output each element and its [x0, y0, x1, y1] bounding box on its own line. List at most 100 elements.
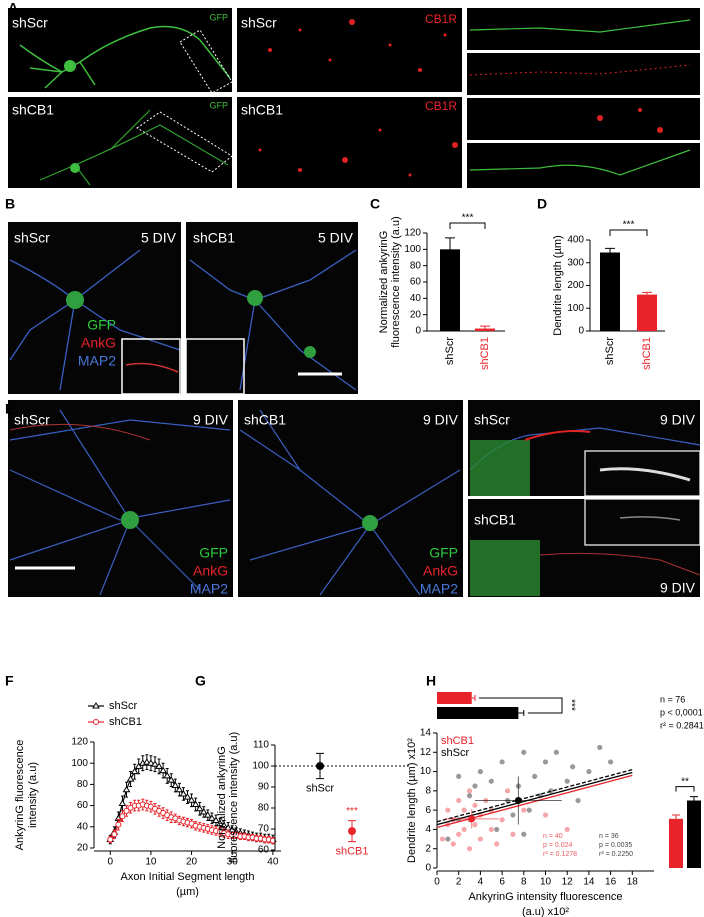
micrograph — [8, 400, 233, 597]
axon — [469, 19, 691, 33]
x-axis-label: AnkyrinG intensity fluorescence — [468, 891, 622, 903]
y-tick-label: 60 — [77, 800, 89, 811]
category-label: shScr — [306, 783, 334, 795]
image-label: shScr — [474, 412, 510, 428]
y-tick-label: 80 — [258, 803, 270, 814]
x-tick-label: 40 — [267, 857, 279, 868]
image-label: shCB1 — [193, 230, 235, 246]
scatter-point — [445, 807, 451, 813]
marker — [115, 821, 122, 828]
scatter-point — [510, 831, 516, 837]
y-tick-label: 90 — [258, 782, 270, 793]
stain-label: GFP — [209, 12, 228, 22]
roi-box — [179, 29, 233, 94]
ais — [9, 423, 151, 441]
legend-label: MAP2 — [190, 581, 228, 597]
x-axis-label: (a.u) x10² — [522, 906, 569, 917]
panel-label: E — [5, 401, 14, 417]
scatter-point — [466, 793, 473, 799]
marker — [216, 819, 224, 827]
category-label: shScr — [444, 337, 456, 365]
y-tick-label: 100 — [404, 244, 421, 255]
scatter-point — [564, 778, 570, 784]
axon — [469, 149, 691, 176]
scatter-point — [548, 788, 554, 794]
scatter-point — [504, 788, 511, 794]
overall-stat: p < 0,0001 — [660, 707, 703, 717]
micrograph — [467, 98, 700, 140]
legend-label: shCB1 — [441, 735, 474, 747]
y-tick-label: 100 — [252, 761, 269, 772]
y-tick-label: 4 — [425, 824, 431, 835]
ais — [524, 430, 591, 441]
point — [348, 827, 356, 836]
scatter-point — [472, 783, 478, 789]
marker — [208, 814, 216, 821]
inset-box — [121, 338, 181, 395]
marker — [179, 789, 188, 797]
y-axis-label: Dendrite length (µm) x10² — [406, 738, 418, 863]
panel-label: D — [537, 196, 547, 212]
y-tick-label: 0 — [425, 863, 431, 874]
x-tick-label: 20 — [186, 857, 198, 868]
neuron — [19, 25, 231, 89]
top-error-bar — [518, 710, 525, 716]
roi-box — [136, 111, 233, 173]
scatter-point — [461, 826, 467, 833]
scatter-point — [608, 759, 614, 765]
bar — [637, 294, 657, 331]
bar — [440, 249, 460, 331]
y-axis-label: Dendrite length (µm) — [552, 235, 564, 336]
y-axis-label: Normalized ankyrinG — [216, 746, 228, 849]
mean-point — [514, 797, 522, 804]
category-label: shCB1 — [641, 337, 653, 370]
error-bar — [445, 237, 455, 250]
panel-b: B shScr 5 DIV shCB1 5 DIV GFP AnkG MAP2 — [5, 196, 358, 395]
scatter-point — [461, 807, 467, 813]
marker — [183, 793, 192, 800]
significance-bracket — [449, 222, 486, 229]
scatter-point — [597, 744, 603, 751]
marker — [107, 836, 114, 843]
micrograph — [8, 222, 181, 394]
y-tick-label: 12 — [420, 747, 432, 758]
category-label: shScr — [604, 337, 616, 365]
axon — [469, 64, 691, 76]
marker — [118, 799, 127, 806]
image-label: shScr — [14, 230, 50, 246]
x-tick-label: 10 — [540, 877, 552, 888]
scatter-point — [488, 826, 494, 833]
y-tick-label: 120 — [71, 737, 88, 748]
micrograph — [237, 97, 462, 188]
top-bar — [437, 692, 472, 704]
x-tick-label: 10 — [145, 857, 157, 868]
scatter-point — [450, 841, 456, 847]
marker — [220, 821, 228, 829]
x-tick-label: 8 — [521, 877, 527, 888]
y-tick-label: 200 — [567, 280, 584, 291]
scatter-point — [456, 831, 462, 837]
scatter-point — [494, 826, 500, 833]
y-tick-label: 80 — [77, 779, 89, 790]
scatter-point — [542, 759, 549, 765]
div-label: 9 DIV — [193, 412, 229, 428]
ais — [539, 552, 701, 576]
significance: *** — [565, 699, 576, 711]
image-label: shScr — [241, 15, 277, 31]
scatter-point — [499, 817, 505, 823]
scatter-point — [472, 822, 478, 828]
marker — [93, 719, 99, 725]
bar — [600, 252, 620, 331]
image-label: shCB1 — [244, 412, 286, 428]
error-bar — [605, 247, 615, 253]
micrograph — [186, 222, 358, 394]
side-error-bar — [672, 814, 680, 819]
scatter-point — [532, 773, 538, 779]
x-tick-label: 16 — [605, 877, 617, 888]
category-label: shCB1 — [479, 337, 491, 370]
marker — [130, 767, 139, 775]
marker — [171, 781, 180, 788]
scatter-point — [542, 812, 549, 818]
y-axis-label: AnkyrinG fluorescence — [14, 740, 26, 851]
dendrites — [9, 409, 231, 596]
